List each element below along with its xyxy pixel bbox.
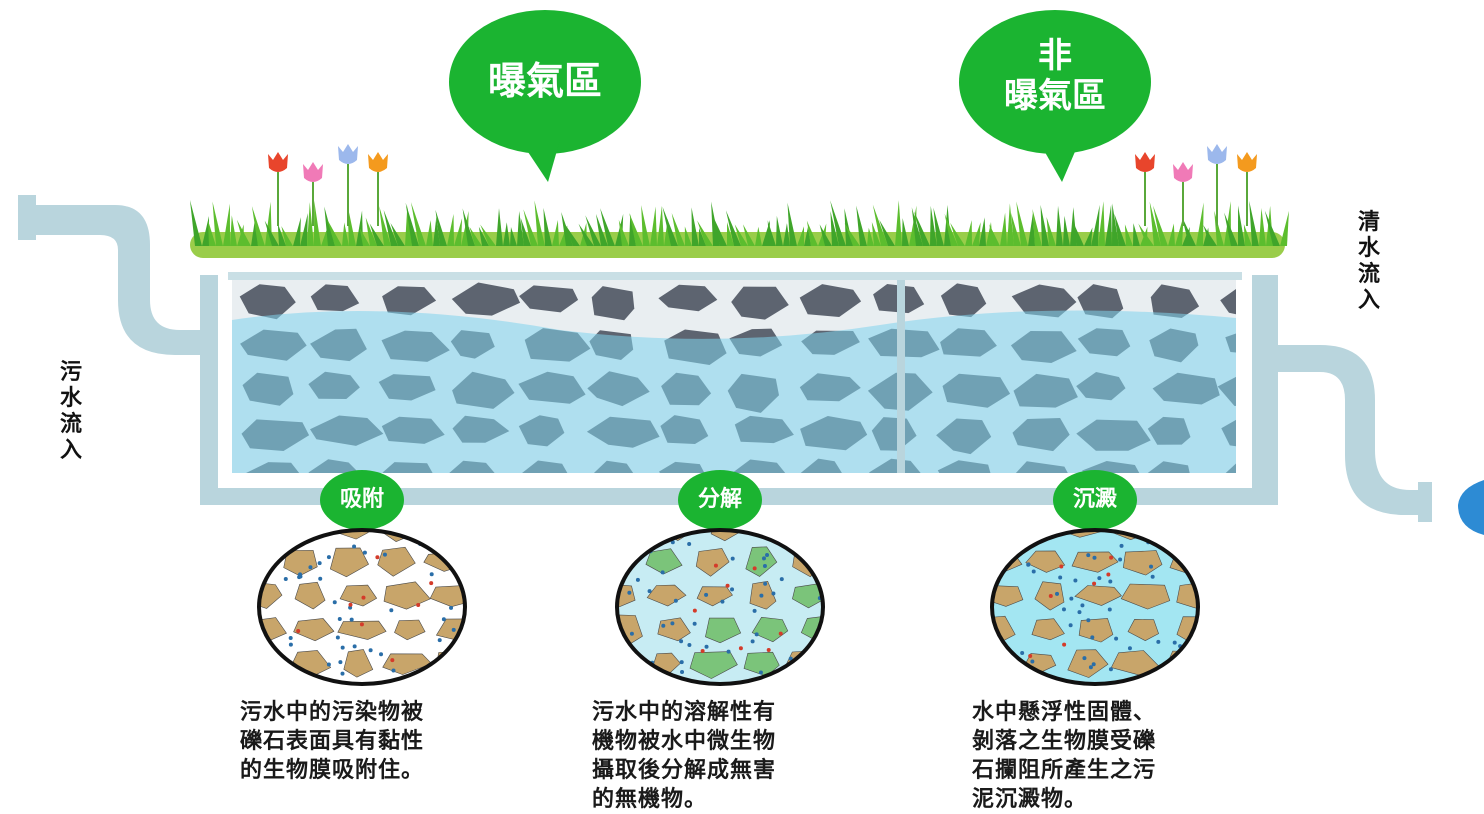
grass-icon [1105, 205, 1112, 246]
tulip-icon [1173, 162, 1193, 182]
grass-icon [230, 215, 237, 246]
grass-icon [356, 211, 363, 246]
grass-icon [1238, 206, 1245, 246]
process-description-decomposition: 污水中的溶解性有 機物被水中微生物 攝取後分解成無害 的無機物。 [592, 698, 852, 814]
outflow-label: 清水流入 [1356, 210, 1382, 314]
gravel-bed [232, 278, 1293, 498]
grass-icon [650, 207, 657, 246]
zone-divider [897, 278, 905, 473]
tulip-group [268, 144, 1257, 226]
tulip-icon [303, 162, 323, 182]
process-badge-sedimentation: 沉澱 [1050, 481, 1140, 519]
grass-icon [202, 216, 209, 246]
tulip-icon [268, 152, 288, 172]
grass-icon [657, 206, 664, 246]
process-description-sedimentation: 水中懸浮性固體、 剝落之生物膜受礫 石攔阻所產生之污 泥沉澱物。 [972, 698, 1232, 814]
tulip-icon [1237, 152, 1257, 172]
grass-strip [190, 200, 1289, 258]
stone-icon [592, 286, 635, 320]
sedimentation-magnifier [967, 512, 1213, 687]
grass-icon [1056, 206, 1063, 246]
decomposition-magnifier [595, 516, 838, 687]
grass-icon [300, 213, 308, 246]
grass-icon [1070, 207, 1077, 246]
grass-icon [979, 217, 986, 246]
water-drop-icon [1458, 480, 1484, 535]
grass-icon [691, 207, 699, 246]
process-badge-adsorption: 吸附 [317, 481, 407, 519]
aerated-zone-label: 曝氣區 [455, 58, 635, 104]
grass-icon [1098, 201, 1105, 246]
process-badge-decomposition: 分解 [675, 481, 765, 519]
tulip-icon [1207, 144, 1227, 164]
tulip-icon [1135, 152, 1155, 172]
process-description-adsorption: 污水中的污染物被 礫石表面具有黏性 的生物膜吸附住。 [240, 698, 500, 785]
non-aerated-zone-label: 非 曝氣區 [965, 36, 1145, 116]
grass-icon [1280, 211, 1289, 246]
grass-icon [223, 204, 230, 246]
grass-icon [776, 216, 783, 246]
grass-icon [1259, 208, 1266, 246]
tulip-icon [368, 152, 388, 172]
grass-icon [1063, 216, 1070, 246]
grass-icon [314, 200, 321, 246]
inlet-pipe [18, 195, 218, 505]
grass-icon [496, 208, 503, 246]
grass-icon [1000, 213, 1007, 246]
grass-icon [895, 200, 902, 246]
outlet-pipe [1252, 275, 1432, 522]
grass-icon [1196, 202, 1204, 246]
inflow-label: 污水流入 [58, 360, 84, 464]
adsorption-magnifier [230, 514, 483, 688]
grass-icon [447, 214, 454, 246]
tulip-icon [338, 144, 358, 164]
